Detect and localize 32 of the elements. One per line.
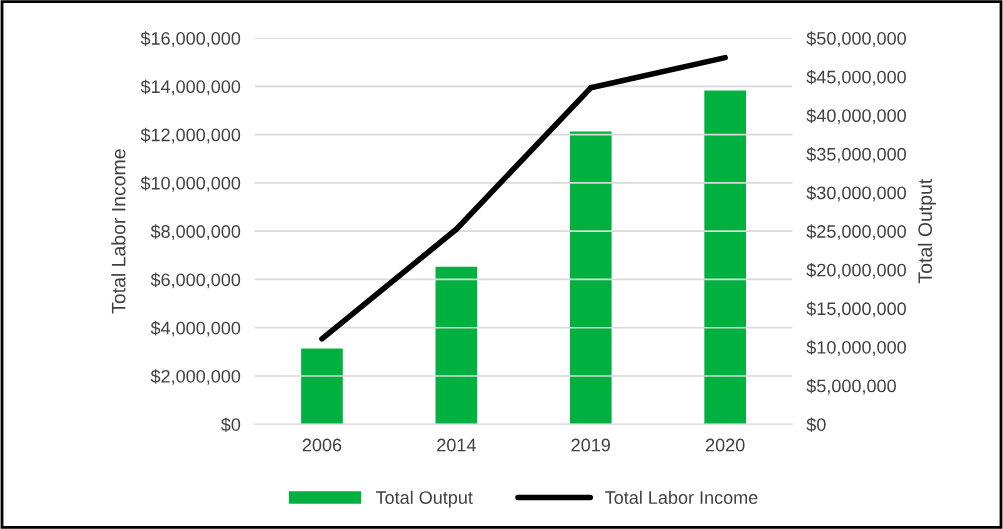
y2-tick-label: $25,000,000	[806, 224, 906, 241]
y2-tick-label: $15,000,000	[806, 301, 906, 318]
y2-tick-label: $30,000,000	[806, 185, 906, 202]
y2-tick-label: $20,000,000	[806, 262, 906, 279]
y-tick-label: $4,000,000	[150, 320, 241, 337]
x-tick-label: 2019	[571, 438, 610, 452]
y-tick-label: $2,000,000	[150, 369, 241, 385]
y2-axis-title: Total Output	[917, 178, 936, 284]
y2-tick-label: $35,000,000	[806, 147, 906, 163]
y2-tick-label: $40,000,000	[806, 108, 906, 125]
y-axis-title: Total Labor Income	[111, 149, 126, 314]
legend-label: Total Labor Income	[605, 490, 758, 504]
y-tick-label: $12,000,000	[140, 127, 241, 144]
x-tick-label: 2020	[706, 438, 745, 452]
bar	[435, 266, 478, 425]
y2-tick-label: $10,000,000	[806, 340, 906, 356]
bar	[704, 90, 746, 425]
x-tick-label: 2014	[437, 438, 476, 452]
y2-tick-label: $0	[806, 417, 826, 433]
bar	[301, 348, 343, 425]
y-tick-label: $0	[220, 417, 241, 433]
y-tick-label: $8,000,000	[150, 224, 241, 241]
legend-label: Total Output	[375, 490, 473, 508]
y2-tick-label: $45,000,000	[806, 69, 906, 86]
y-tick-label: $16,000,000	[140, 31, 241, 47]
x-tick-label: 2006	[302, 438, 342, 452]
y-tick-label: $14,000,000	[140, 79, 241, 96]
y-tick-label: $10,000,000	[140, 176, 241, 192]
y-tick-label: $6,000,000	[150, 272, 241, 289]
bar	[569, 131, 612, 425]
y2-tick-label: $50,000,000	[806, 31, 906, 47]
y2-tick-label: $5,000,000	[806, 378, 896, 395]
